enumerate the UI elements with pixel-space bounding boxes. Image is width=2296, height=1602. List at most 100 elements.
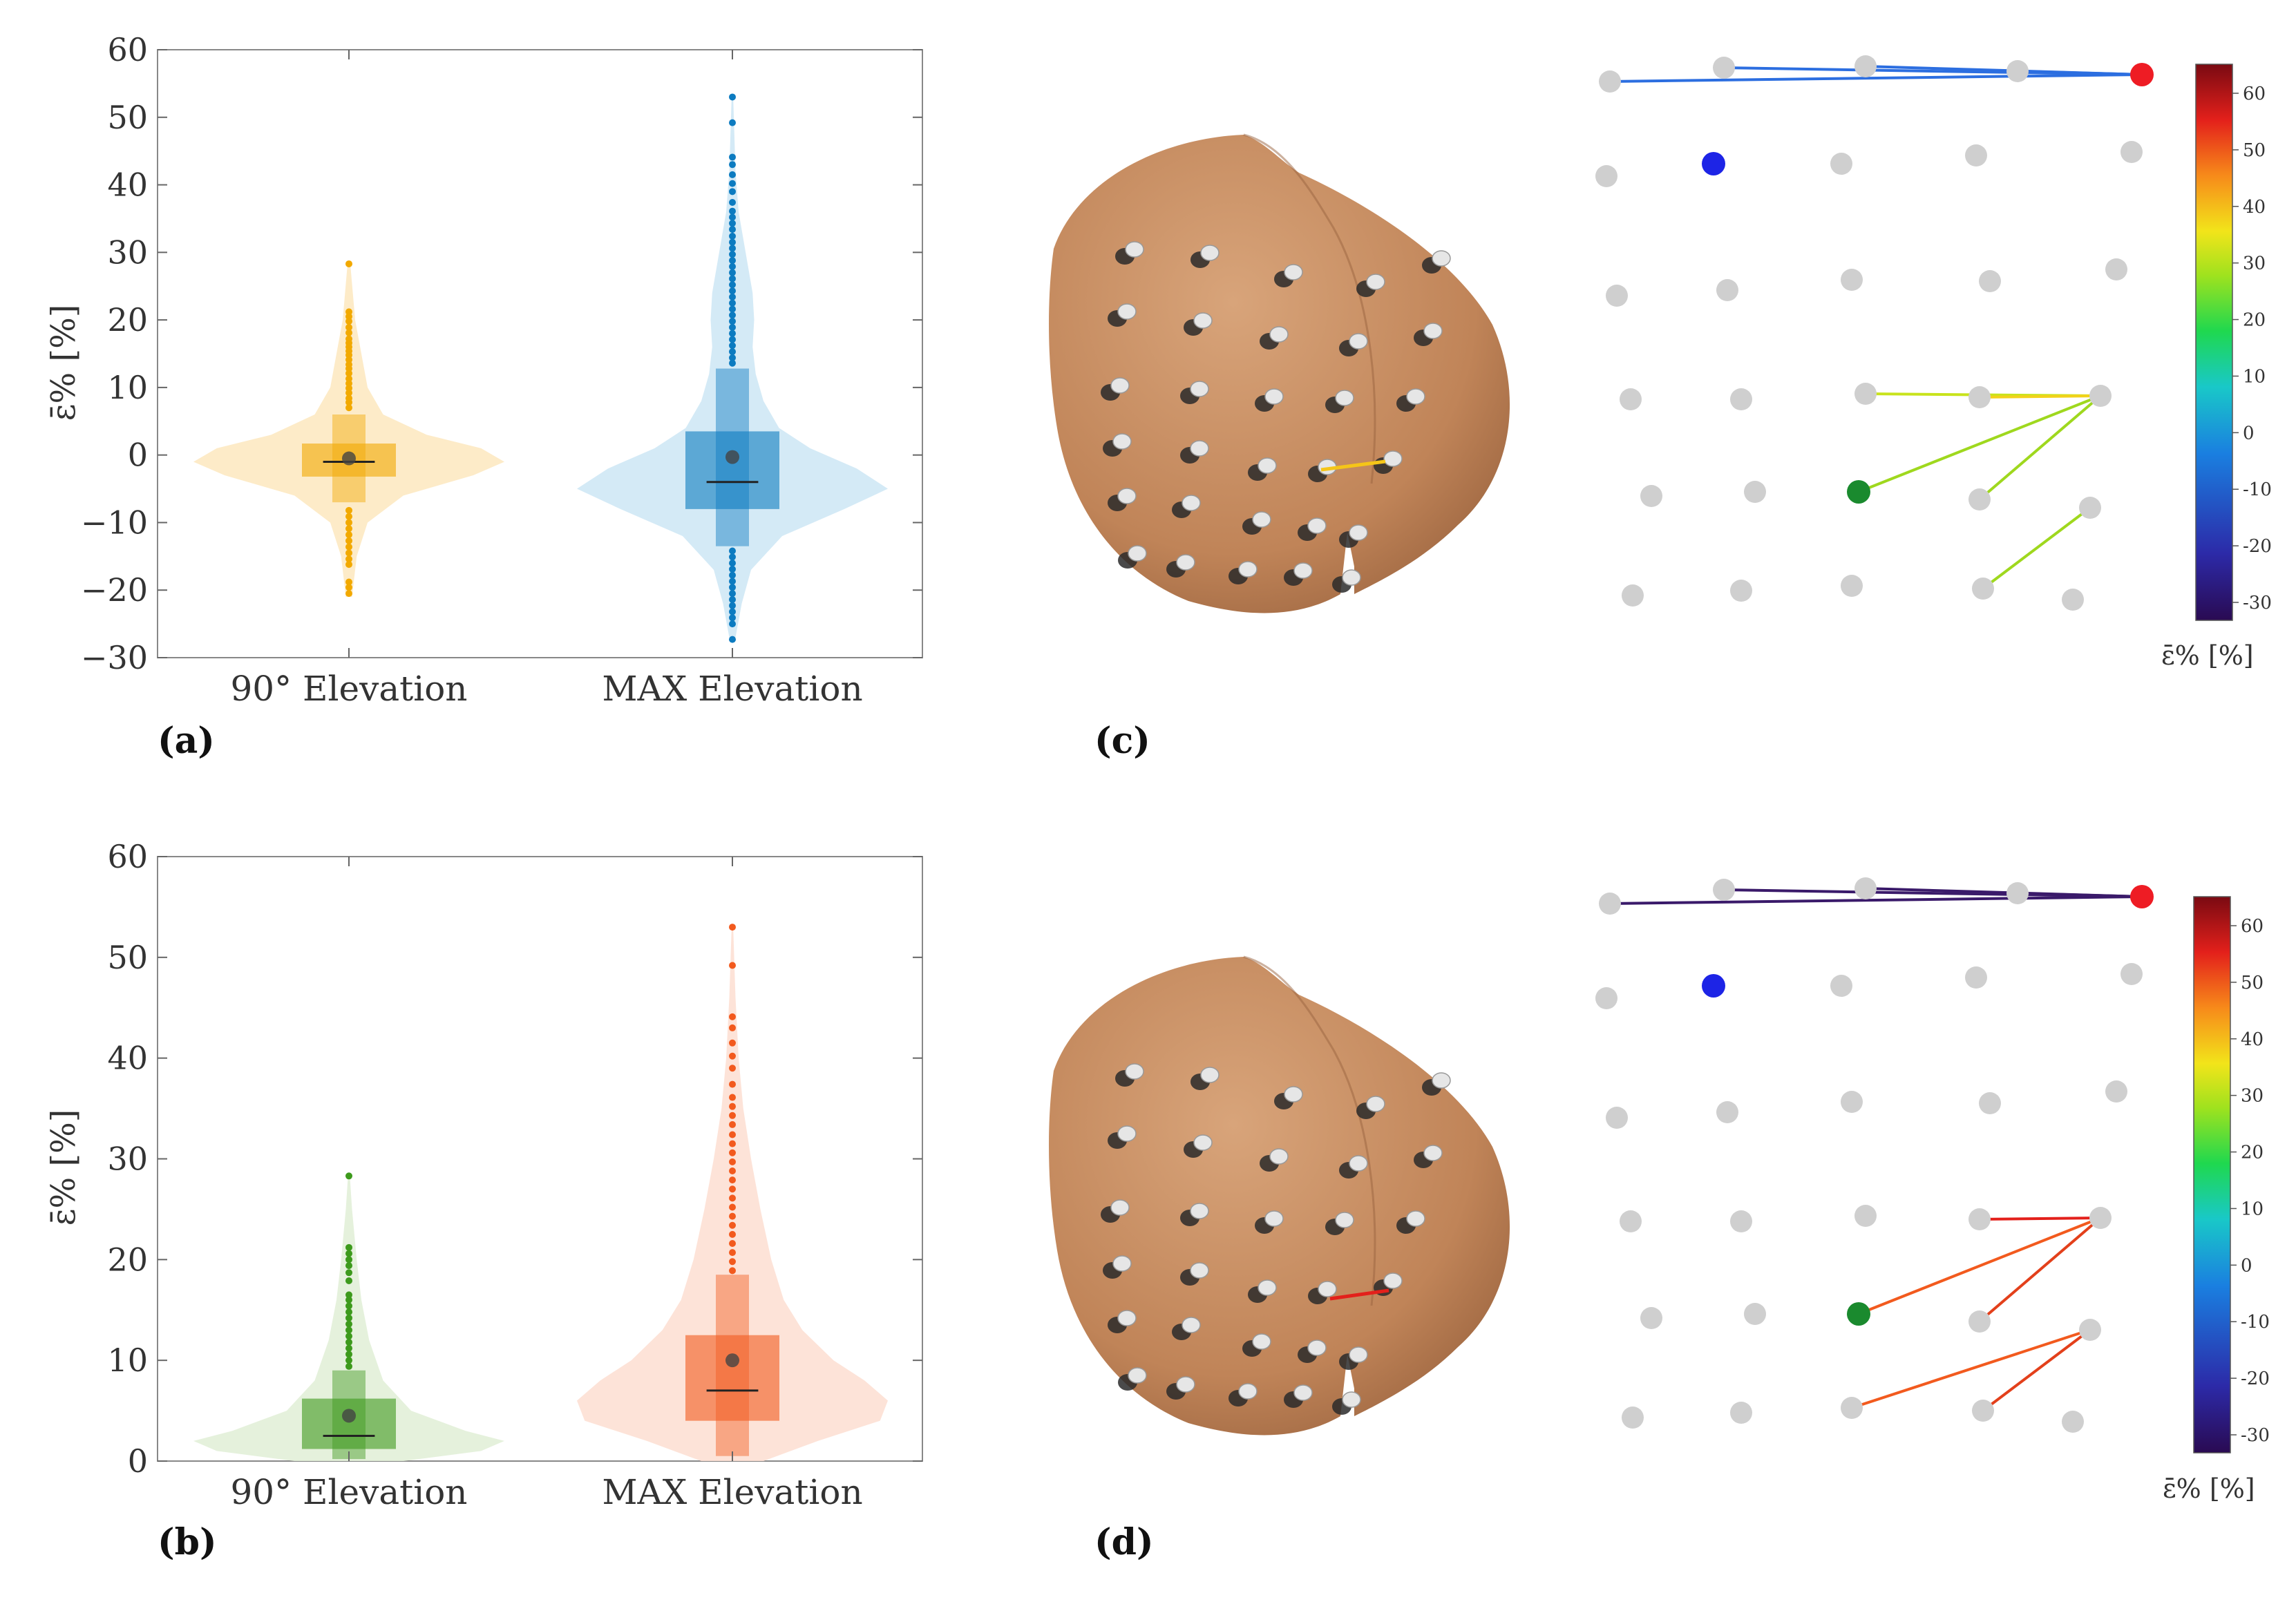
outlier-point <box>729 1094 736 1101</box>
outlier-point <box>729 1240 736 1247</box>
outlier-point <box>729 1103 736 1110</box>
skin-marker <box>1190 245 1220 268</box>
skin-marker <box>1396 1210 1425 1234</box>
outlier-point <box>729 1176 736 1184</box>
grid-marker <box>1620 1210 1642 1232</box>
colorbar-tick-label: 10 <box>2241 1199 2264 1219</box>
strain-line <box>1982 1328 2091 1412</box>
outlier-point <box>345 375 352 383</box>
y-axis-label: ε̄% [%] <box>44 1109 83 1226</box>
outlier-point <box>729 1212 736 1220</box>
outlier-point <box>729 318 736 325</box>
outlier-point <box>729 305 736 313</box>
outlier-point <box>729 602 736 609</box>
colorbar-tick-label: 20 <box>2241 1143 2264 1163</box>
marker-grid-c <box>1595 55 2154 611</box>
outlier-point <box>729 119 736 126</box>
y-tick-label: 60 <box>107 838 148 875</box>
colorbar-tick-label: 30 <box>2241 1086 2264 1107</box>
colorbar-tick-label: 50 <box>2243 140 2266 161</box>
outlier-point <box>729 220 736 227</box>
grid-marker <box>2006 60 2029 82</box>
outlier-point <box>345 308 352 316</box>
strain-segment <box>1329 1288 1389 1301</box>
grid-marker <box>2062 589 2084 611</box>
outlier-point <box>729 1267 736 1275</box>
grid-marker <box>1622 1406 1644 1429</box>
outlier-point <box>345 1314 352 1322</box>
outlier-point <box>729 232 736 240</box>
panel-label-b: (b) <box>158 1521 217 1563</box>
skin-surface <box>1049 135 1510 613</box>
grid-marker <box>2079 1319 2101 1341</box>
outlier-point <box>345 1351 352 1358</box>
colorbar-ticks: 60 50 40 30 20 10 0 -10 -20 -30 <box>2232 84 2272 613</box>
outlier-point <box>729 336 736 343</box>
strain-line <box>1609 895 2143 905</box>
reference-marker-green <box>1847 1302 1870 1326</box>
skin-marker <box>1356 274 1385 297</box>
skin-marker <box>1308 1281 1337 1304</box>
outlier-point <box>345 584 352 591</box>
skin-marker <box>1180 1262 1209 1286</box>
colorbar-tick-label: 0 <box>2243 423 2255 444</box>
outlier-point <box>729 1203 736 1211</box>
clavicle-ridge <box>1243 955 1376 1306</box>
grid-marker <box>1730 388 1752 410</box>
skin-markers <box>1101 1063 1451 1415</box>
strain-line <box>1979 1217 2101 1221</box>
outlier-point <box>345 399 352 406</box>
colorbar-tick-label: 40 <box>2243 197 2266 218</box>
outlier-point <box>729 1024 736 1031</box>
strain-line <box>1978 1217 2102 1323</box>
outlier-point <box>345 1320 352 1328</box>
skin-marker <box>1325 1212 1354 1235</box>
outlier-point <box>729 287 736 295</box>
outlier-point <box>345 1326 352 1334</box>
grid-marker <box>1830 975 1852 997</box>
outlier-point <box>345 1256 352 1264</box>
markers <box>1595 55 2154 611</box>
outlier-point <box>345 506 352 514</box>
outlier-point <box>345 384 352 392</box>
outlier-point <box>729 171 736 178</box>
outlier-point <box>729 188 736 196</box>
reference-marker-blue <box>1702 974 1725 998</box>
skin-marker <box>1298 1339 1327 1363</box>
outlier-point <box>345 525 352 533</box>
outlier-point <box>345 555 352 563</box>
grid-marker <box>1640 485 1662 507</box>
outlier-point <box>729 359 736 367</box>
skin-marker <box>1180 381 1209 404</box>
strain-line <box>1851 1328 2091 1409</box>
outlier-point <box>345 578 352 586</box>
outlier-point <box>729 161 736 169</box>
marker-grid-d <box>1595 877 2154 1433</box>
colorbar-gradient <box>2195 64 2233 621</box>
outlier-point <box>729 207 736 215</box>
outlier-point <box>345 404 352 412</box>
grid-marker <box>1968 1208 1991 1230</box>
grid-marker <box>1606 1107 1628 1129</box>
outlier-point <box>729 1221 736 1229</box>
grid-marker <box>1744 1303 1766 1325</box>
skin-marker <box>1248 1279 1277 1303</box>
grid-marker <box>2105 1080 2127 1103</box>
violin-body <box>577 927 888 1461</box>
outlier-point <box>729 1112 736 1119</box>
grid-marker <box>1730 1210 1752 1232</box>
outlier-point <box>729 93 736 101</box>
outlier-point <box>729 251 736 258</box>
outlier-point <box>729 1080 736 1088</box>
grid-marker <box>1730 580 1752 602</box>
outlier-point <box>345 365 352 372</box>
strain-line <box>2017 892 2143 898</box>
strain-lines <box>1609 65 2143 590</box>
grid-marker <box>1622 584 1644 607</box>
grid-marker <box>1620 388 1642 410</box>
mean-marker <box>342 1409 356 1423</box>
outlier-point <box>345 1269 352 1277</box>
outlier-point <box>729 1249 736 1257</box>
colorbar-tick-label: -10 <box>2241 1312 2270 1333</box>
colorbar-c: 60 50 40 30 20 10 0 -10 -20 -30 ε̄% [%] <box>2161 64 2272 671</box>
